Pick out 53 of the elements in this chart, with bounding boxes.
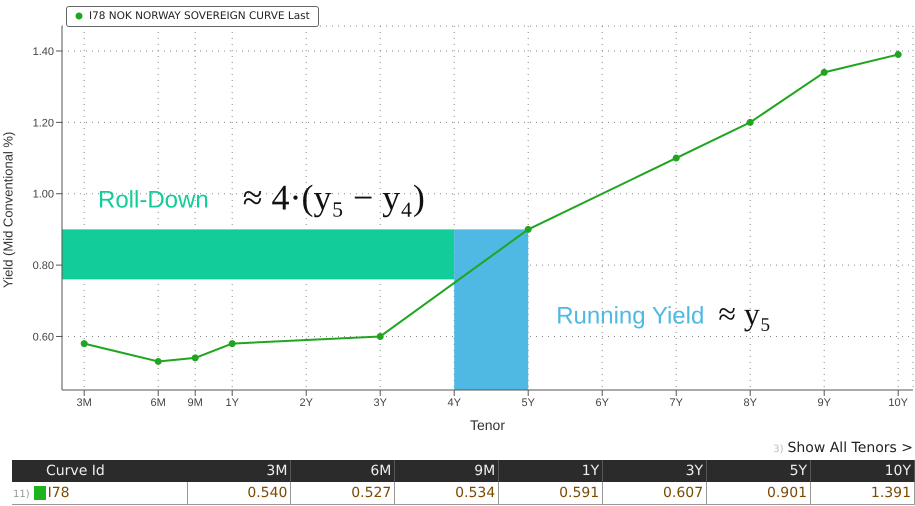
x-tick-label: 5Y [521,396,536,409]
point [376,332,384,340]
legend-label: I78 [48,484,70,501]
point [154,358,162,365]
annotation: ≈ y₅ [718,296,772,332]
point [746,118,754,126]
y-tick-label: 1.40 [32,46,54,58]
text: 3) [773,444,784,455]
x-tick-label: 2Y [299,396,314,409]
x-tick-label: 9M [188,396,203,409]
x-tick-label: 1Y [225,396,240,409]
x-tick-label: 3Y [373,396,388,409]
data-label: 0.540 [187,482,291,504]
x-tick-label: 8Y [743,396,758,409]
x-tick-label: 3M [76,396,92,409]
data-label: 0.607 [602,482,707,504]
point [80,340,88,348]
y-tick-label: 1.00 [32,188,54,201]
category-label: 10Y [810,460,914,482]
data-label: 1.391 [810,482,914,504]
x-tick-label: 6Y [595,396,610,409]
band-label: Running Yield [556,303,704,330]
point [228,340,236,348]
text: Show All Tenors > [788,440,913,456]
x-tick-label: 10Y [888,396,909,409]
point [672,154,680,162]
category-label: 1Y [498,460,603,482]
y-tick-label: 0.80 [32,260,54,272]
x-axis-title: Tenor [470,417,506,433]
band-label: Roll-Down [98,186,209,214]
data-label: 0.527 [290,482,395,504]
point [894,51,902,58]
data-label: 0.534 [394,482,499,504]
y-tick-label: 1.20 [32,117,54,130]
point [820,68,828,76]
x-tick-label: 4Y [447,396,462,409]
category-label: 3M [187,460,291,482]
category-label: 5Y [706,460,811,482]
legend-label: I78 NOK NORWAY SOVEREIGN CURVE Last [88,10,310,22]
x-tick-label: 9Y [817,396,832,409]
data-label: 0.591 [498,482,603,504]
y-axis-title: Yield (Mid Conventional %) [0,132,16,288]
x-tick-label: 7Y [669,396,684,409]
category-label: 3Y [602,460,707,482]
y-tick-label: 0.60 [32,331,54,344]
text: 11) [13,488,30,500]
annotation: ≈ 4·(y₅ − y₄) [242,178,425,218]
category-label: 9M [394,460,499,482]
point [524,226,532,233]
point [192,354,199,362]
category-label: 6M [290,460,395,482]
data-label: 0.901 [706,482,811,504]
x-tick-label: 6M [150,396,166,409]
